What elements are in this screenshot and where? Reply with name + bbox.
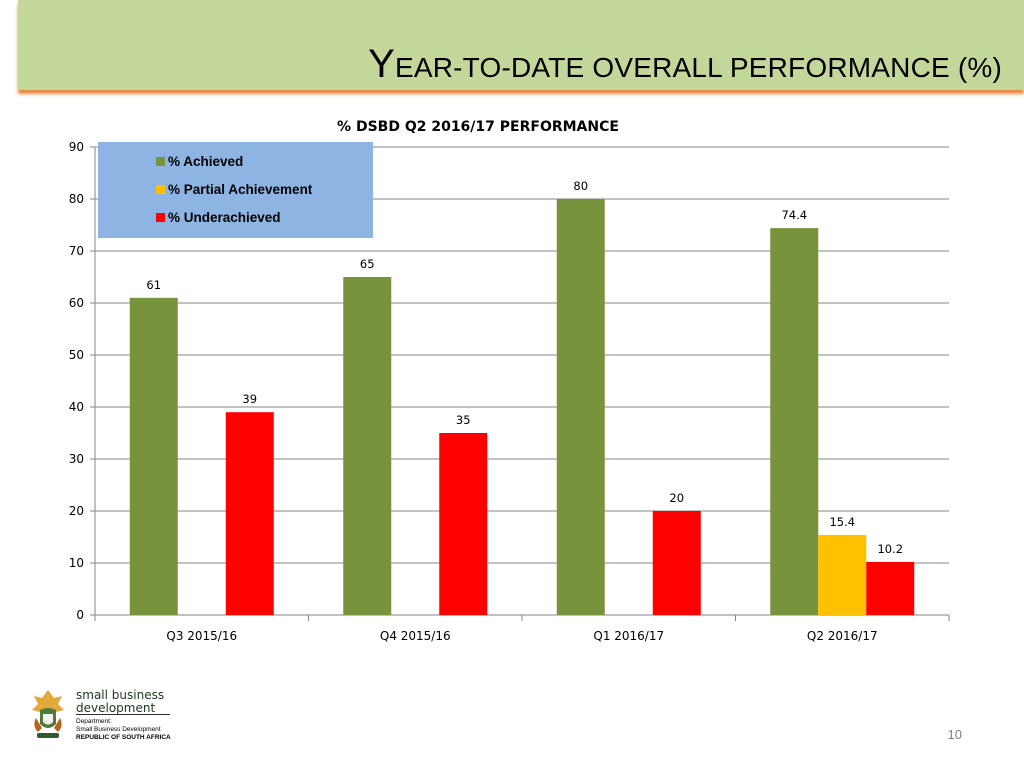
data-label: 20 [669,491,684,505]
x-tick-label: Q3 2015/16 [166,629,237,643]
y-tick-label: 0 [76,608,84,622]
y-axis: 0 10 20 30 40 50 60 70 80 90 [69,140,96,622]
data-label: 80 [573,179,588,193]
data-label: 35 [456,413,471,427]
data-label: 39 [242,392,257,406]
y-tick-label: 10 [69,556,84,570]
chart-bars [129,199,915,615]
x-tick-label: Q2 2016/17 [807,629,878,643]
bar [439,433,488,615]
chart-legend: % Achieved % Partial Achievement % Underac… [98,142,373,238]
data-label: 74.4 [781,208,807,222]
data-label: 61 [146,278,161,292]
bar [225,412,274,615]
y-tick-label: 60 [69,296,84,310]
y-tick-label: 20 [69,504,84,518]
legend-entry: % Achieved [168,154,243,169]
legend-swatch [156,157,165,166]
title-banner [18,0,1024,90]
slide-title-initial: Y [368,42,395,86]
data-label: 10.2 [877,542,903,556]
department-name: Small Business Development [76,726,161,733]
brand-line-2: development [76,701,156,715]
bar [129,297,178,615]
legend-entry: % Partial Achievement [168,182,313,197]
legend-entry: % Underachieved [168,210,281,225]
y-tick-label: 80 [69,192,84,206]
data-label: 15.4 [829,515,855,529]
bar [770,228,819,615]
bar [818,534,867,615]
bar [652,511,701,615]
y-tick-label: 40 [69,400,84,414]
brand-line-1: small business [76,688,165,702]
y-tick-label: 70 [69,244,84,258]
country-name: REPUBLIC OF SOUTH AFRICA [76,734,171,741]
slide-title-rest: EAR-TO-DATE OVERALL PERFORMANCE (%) [394,52,1002,83]
x-tick-label: Q4 2015/16 [380,629,451,643]
coat-of-arms-logo [32,690,64,738]
legend-swatch [156,213,165,222]
x-axis: Q3 2015/16 Q4 2015/16 Q1 2016/17 Q2 2016/17 [94,614,950,643]
data-label: 65 [360,257,375,271]
legend-swatch [156,185,165,194]
bar [343,277,392,615]
y-tick-label: 30 [69,452,84,466]
chart-data-labels: 61 39 65 35 80 20 74.4 15.4 10.2 [146,179,903,556]
brand-divider [76,714,170,715]
page-number: 10 [947,727,962,742]
bar [556,199,605,615]
bar [866,561,915,615]
y-tick-label: 90 [69,140,84,154]
y-tick-label: 50 [69,348,84,362]
slide-title: YEAR-TO-DATE OVERALL PERFORMANCE (%) [368,42,1002,87]
chart-title: % DSBD Q2 2016/17 PERFORMANCE [337,119,619,135]
department-label: Department: [76,718,112,725]
x-tick-label: Q1 2016/17 [593,629,664,643]
legend-background [98,142,373,238]
